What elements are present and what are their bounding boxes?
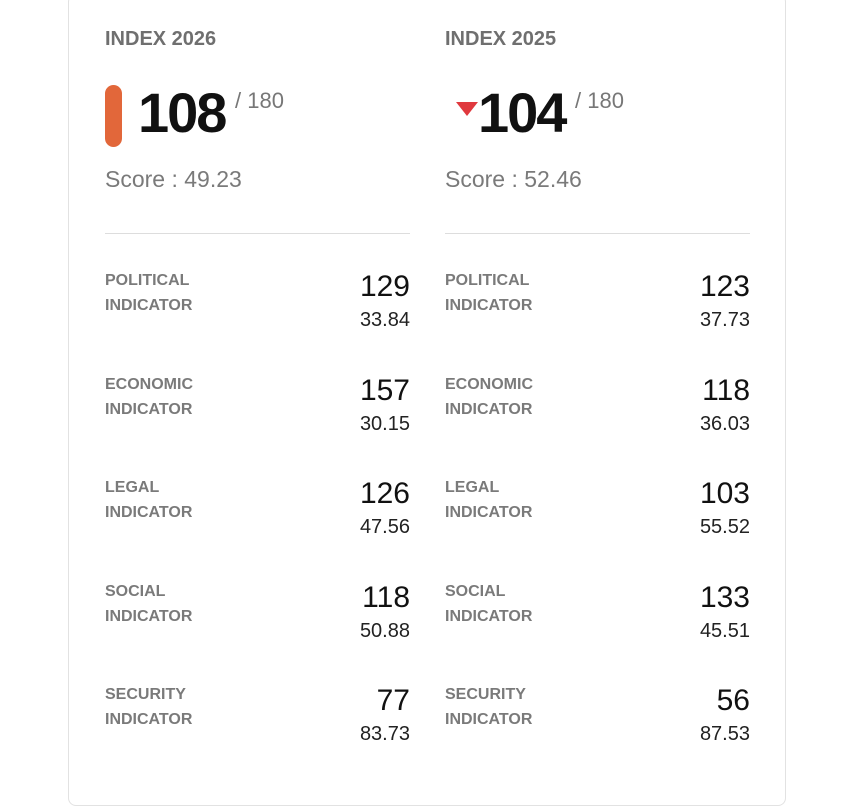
rank-down-arrow — [456, 102, 478, 116]
indicator-rank: 126 — [359, 477, 410, 510]
indicator-rank: 56 — [716, 684, 750, 717]
indicator-rank: 129 — [359, 270, 410, 303]
indicator-label: POLITICAL INDICATOR — [445, 272, 533, 314]
indicator-score: 55.52 — [699, 516, 750, 538]
indicator-rank: 118 — [362, 580, 410, 614]
indicator-rank: 133 — [699, 580, 750, 614]
indicator-score: 87.53 — [699, 723, 750, 745]
index-total: / 180 — [575, 88, 624, 113]
index-rank: 108 — [138, 81, 227, 144]
indicator-score: 83.73 — [359, 723, 410, 745]
indicator-rank: 123 — [699, 270, 750, 303]
rank-marker — [105, 85, 122, 147]
indicator-rank: 103 — [699, 477, 750, 510]
indicator-rank: 118 — [702, 373, 750, 407]
index-card — [68, 0, 786, 806]
divider — [445, 233, 750, 234]
index-column: INDEX 2026 108 / 180 Score : 49.23 POLITICAL… — [105, 0, 410, 794]
indicator-label: ECONOMIC INDICATOR — [105, 375, 193, 418]
indicator-score: 37.73 — [699, 309, 750, 331]
indicator-label: LEGAL INDICATOR — [445, 479, 533, 521]
index-title: INDEX 2025 — [445, 28, 557, 50]
index-total: / 180 — [235, 88, 284, 113]
indicator-label: SOCIAL INDICATOR — [445, 582, 533, 625]
divider — [105, 233, 410, 234]
index-column: INDEX 2025 104 / 180 Score : 52.46 POLITICAL… — [445, 0, 750, 794]
indicator-score: 30.15 — [359, 412, 410, 435]
indicator-score: 36.03 — [699, 412, 750, 435]
indicator-label: SECURITY INDICATOR — [445, 686, 533, 728]
indicator-label: ECONOMIC INDICATOR — [445, 375, 533, 418]
indicator-score: 50.88 — [359, 619, 410, 642]
indicator-label: SECURITY INDICATOR — [105, 686, 193, 728]
indicator-label: POLITICAL INDICATOR — [105, 272, 193, 314]
indicator-rank: 157 — [359, 373, 410, 407]
indicator-score: 45.51 — [699, 619, 750, 642]
index-title: INDEX 2026 — [105, 28, 217, 50]
indicator-score: 47.56 — [359, 516, 410, 538]
indicator-score: 33.84 — [359, 309, 410, 331]
index-score: Score : 49.23 — [105, 166, 242, 192]
indicator-rank: 77 — [376, 684, 410, 717]
index-rank: 104 — [478, 81, 567, 144]
index-score: Score : 52.46 — [445, 166, 582, 192]
indicator-label: LEGAL INDICATOR — [105, 479, 193, 521]
indicator-label: SOCIAL INDICATOR — [105, 582, 193, 625]
